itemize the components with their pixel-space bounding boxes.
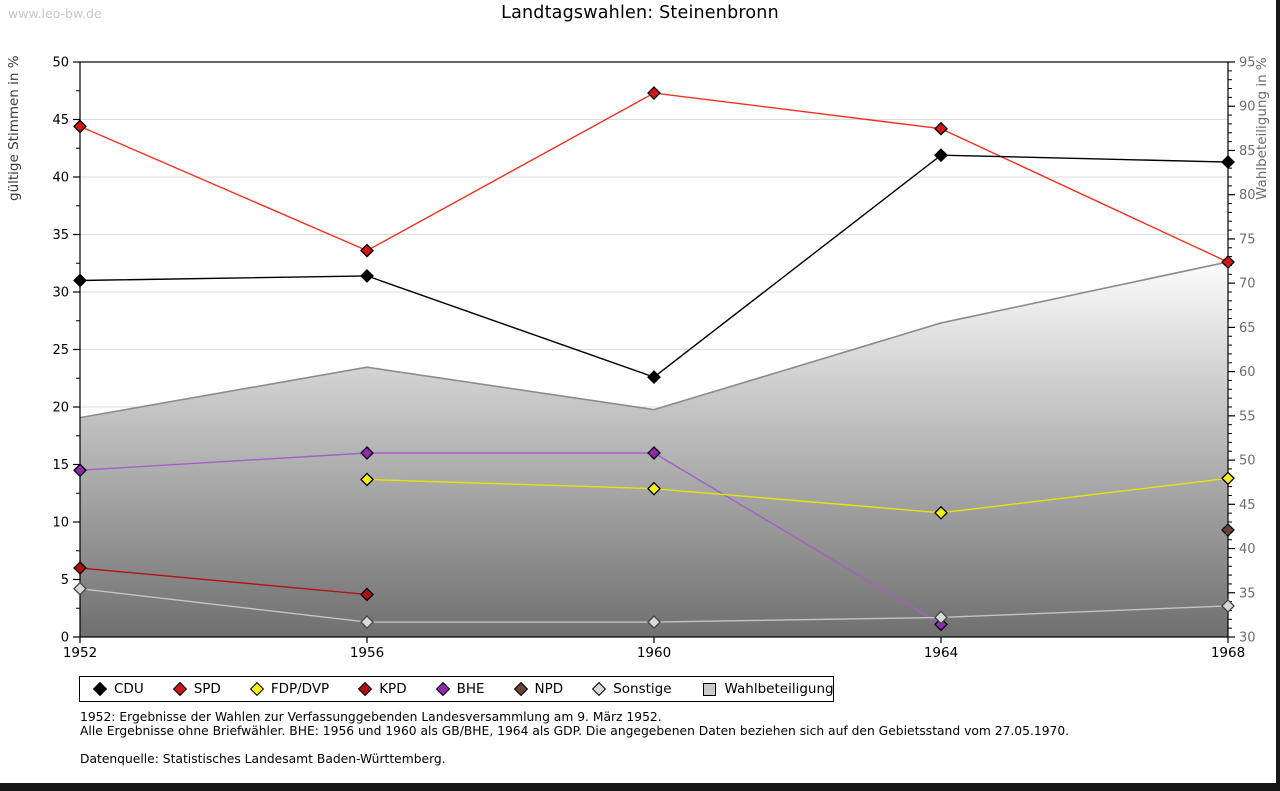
svg-text:0: 0 xyxy=(61,631,69,646)
data-point-fdp-dvp xyxy=(647,481,661,496)
diamond-marker-icon xyxy=(172,681,187,697)
svg-text:1964: 1964 xyxy=(924,645,958,661)
watermark-leo-bw: www.leo-bw.de xyxy=(8,6,102,21)
footnote-line-1: 1952: Ergebnisse der Wahlen zur Verfassu… xyxy=(80,710,662,724)
data-point-cdu xyxy=(73,273,87,288)
svg-text:10: 10 xyxy=(52,516,69,531)
legend-item-kpd: KPD xyxy=(358,681,407,697)
footnote-source: Datenquelle: Statistisches Landesamt Bad… xyxy=(80,751,446,766)
svg-text:55: 55 xyxy=(1239,409,1256,424)
data-point-sonstige xyxy=(934,610,948,625)
svg-text:85: 85 xyxy=(1239,144,1256,159)
footnote-line-2: Alle Ergebnisse ohne Briefwähler. BHE: 1… xyxy=(80,723,1070,738)
data-point-fdp-dvp xyxy=(934,505,948,520)
series-cdu xyxy=(73,148,1235,385)
data-point-spd xyxy=(73,119,87,134)
axes: 0 5 10 15 20 25 30 35 40 45 50 30 35 40 45 50 55 60 65 70 75… xyxy=(52,56,1255,662)
data-point-fdp-dvp xyxy=(360,472,374,487)
svg-text:30: 30 xyxy=(52,286,69,301)
legend-item-sonstige: Sonstige xyxy=(592,681,672,697)
svg-text:15: 15 xyxy=(52,458,69,473)
legend-label: Sonstige xyxy=(613,681,672,697)
diamond-marker-icon xyxy=(92,681,108,697)
data-point-spd xyxy=(360,243,374,258)
diamond-marker-icon xyxy=(513,681,528,697)
footnotes: 1952: Ergebnisse der Wahlen zur Verfassu… xyxy=(80,710,1070,766)
legend-label: Wahlbeteiligung xyxy=(724,681,834,697)
svg-text:35: 35 xyxy=(1239,586,1256,601)
svg-text:75: 75 xyxy=(1239,232,1256,247)
svg-text:65: 65 xyxy=(1239,321,1256,336)
data-point-cdu xyxy=(934,148,948,163)
left-axis-title: gültige Stimmen in % xyxy=(6,55,22,201)
legend-label: NPD xyxy=(534,681,564,697)
legend-label: FDP/DVP xyxy=(270,681,330,697)
data-point-bhe xyxy=(360,446,374,460)
data-point-cdu xyxy=(647,370,661,385)
svg-text:90: 90 xyxy=(1239,100,1256,115)
square-marker-icon xyxy=(702,682,716,696)
series-fdp-dvp xyxy=(360,471,1235,520)
diamond-marker-icon xyxy=(592,681,607,697)
data-point-sonstige xyxy=(1221,599,1235,613)
data-point-npd xyxy=(1221,523,1235,537)
diamond-marker-icon xyxy=(249,681,264,697)
svg-text:1960: 1960 xyxy=(637,645,671,661)
legend-item-npd: NPD xyxy=(513,681,564,697)
svg-text:1956: 1956 xyxy=(350,645,384,661)
data-point-cdu xyxy=(1221,155,1235,169)
legend-item-spd: SPD xyxy=(172,681,221,697)
data-point-spd xyxy=(647,86,661,100)
chart-legend: CDU SPD FDP/DVP KPD BHE NPD Sonstige Wahlbeteil… xyxy=(79,676,834,702)
legend-item-wahlbeteiligung: Wahlbeteiligung xyxy=(702,681,834,697)
data-point-kpd xyxy=(360,587,374,602)
diamond-marker-icon xyxy=(358,681,373,697)
data-point-cdu xyxy=(360,268,374,283)
legend-label: SPD xyxy=(193,681,221,697)
svg-text:95: 95 xyxy=(1239,56,1256,71)
data-point-sonstige xyxy=(360,615,374,629)
svg-text:30: 30 xyxy=(1239,631,1256,646)
series-spd xyxy=(73,86,1235,270)
svg-text:20: 20 xyxy=(52,401,69,416)
svg-text:25: 25 xyxy=(52,343,69,358)
legend-label: BHE xyxy=(456,681,485,697)
series-sonstige xyxy=(73,581,1235,629)
data-point-bhe xyxy=(647,446,661,460)
series-kpd xyxy=(73,561,374,602)
svg-text:40: 40 xyxy=(1239,542,1256,557)
data-point-spd xyxy=(934,121,948,136)
election-line-chart: 0 5 10 15 20 25 30 35 40 45 50 30 35 40 45 50 55 60 65 70 75… xyxy=(6,55,1270,662)
legend-label: CDU xyxy=(114,681,144,697)
data-point-fdp-dvp xyxy=(1221,471,1235,486)
diamond-marker-icon xyxy=(435,681,450,697)
window-edge-right xyxy=(1276,0,1280,791)
svg-text:40: 40 xyxy=(52,171,69,186)
data-point-spd xyxy=(1221,255,1235,270)
svg-text:60: 60 xyxy=(1239,365,1256,380)
legend-label: KPD xyxy=(379,681,407,697)
right-axis-title: Wahlbeteiligung in % xyxy=(1254,57,1270,200)
page-title: Landtagswahlen: Steinenbronn xyxy=(501,3,779,23)
svg-text:35: 35 xyxy=(52,228,69,243)
svg-text:1968: 1968 xyxy=(1211,645,1245,661)
svg-text:5: 5 xyxy=(61,573,69,588)
series-npd xyxy=(1221,523,1235,537)
svg-text:70: 70 xyxy=(1239,277,1256,292)
svg-text:1952: 1952 xyxy=(63,645,97,661)
data-point-sonstige xyxy=(647,615,661,629)
data-point-sonstige xyxy=(73,581,87,596)
legend-item-cdu: CDU xyxy=(92,681,144,697)
window-edge-bottom xyxy=(0,783,1280,791)
svg-text:80: 80 xyxy=(1239,188,1256,203)
svg-text:45: 45 xyxy=(1239,498,1256,513)
svg-text:50: 50 xyxy=(52,56,69,71)
svg-text:50: 50 xyxy=(1239,454,1256,469)
data-point-bhe xyxy=(73,463,87,478)
legend-item-bhe: BHE xyxy=(435,681,485,697)
legend-item-fdp-dvp: FDP/DVP xyxy=(249,681,330,697)
svg-text:45: 45 xyxy=(52,113,69,128)
data-point-kpd xyxy=(73,561,87,575)
